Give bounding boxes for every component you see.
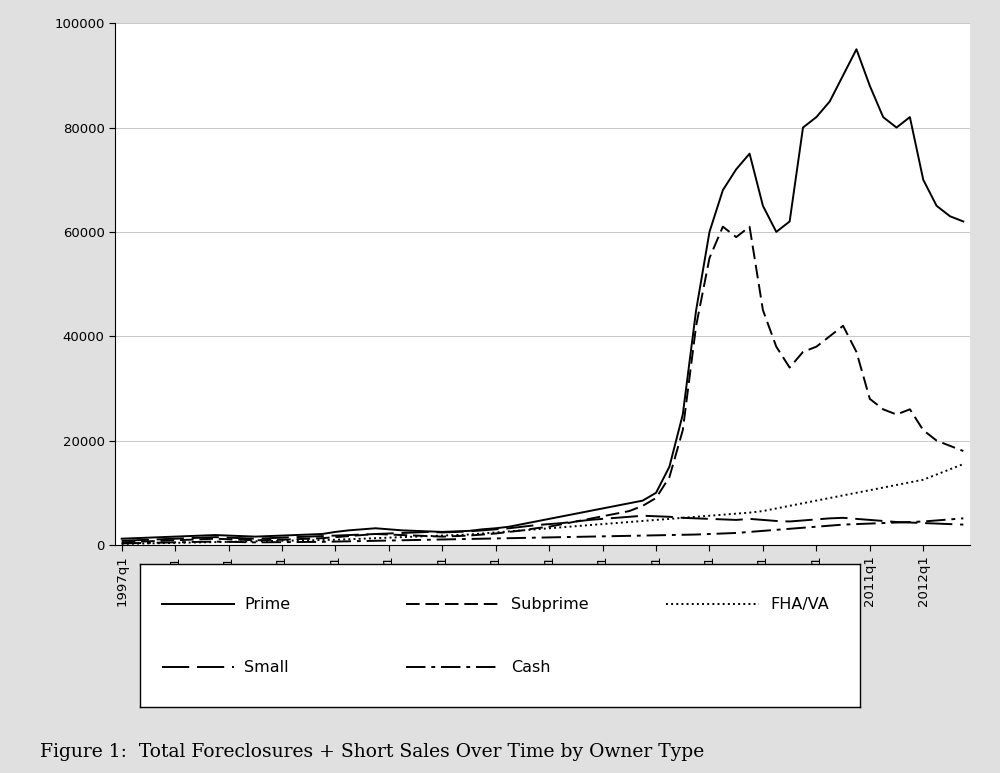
Prime	[463, 526, 475, 536]
Text: Small: Small	[244, 659, 289, 675]
Subprime	[650, 493, 662, 502]
Cash	[663, 530, 675, 540]
Small	[957, 520, 969, 530]
Subprime	[663, 472, 675, 482]
Cash	[223, 537, 235, 547]
Small	[637, 511, 649, 520]
Prime	[957, 216, 969, 226]
Prime	[583, 506, 595, 516]
Subprime	[530, 523, 542, 533]
Line: FHA/VA: FHA/VA	[122, 464, 963, 544]
Small	[530, 520, 542, 530]
Cash	[583, 532, 595, 541]
FHA/VA	[116, 540, 128, 549]
Prime	[530, 517, 542, 526]
Prime	[223, 531, 235, 540]
Cash	[116, 539, 128, 548]
Cash	[463, 534, 475, 543]
Small	[583, 516, 595, 525]
Cash	[957, 514, 969, 523]
Subprime	[717, 222, 729, 231]
Subprime	[583, 514, 595, 523]
Subprime	[957, 446, 969, 455]
Small	[663, 512, 675, 522]
FHA/VA	[663, 514, 675, 523]
Text: Cash: Cash	[511, 659, 550, 675]
Line: Subprime: Subprime	[122, 226, 963, 543]
Subprime	[116, 538, 128, 547]
FHA/VA	[463, 530, 475, 540]
Cash	[530, 533, 542, 543]
Line: Cash: Cash	[122, 519, 963, 543]
Line: Small: Small	[122, 516, 963, 541]
Prime	[663, 462, 675, 472]
Subprime	[463, 531, 475, 540]
Prime	[650, 489, 662, 498]
Subprime	[223, 535, 235, 544]
Line: Prime: Prime	[122, 49, 963, 539]
Small	[677, 513, 689, 523]
FHA/VA	[223, 537, 235, 547]
Prime	[116, 534, 128, 543]
Small	[116, 536, 128, 546]
FHA/VA	[650, 516, 662, 525]
Text: Prime: Prime	[244, 597, 291, 612]
FHA/VA	[957, 459, 969, 468]
Text: Figure 1:  Total Foreclosures + Short Sales Over Time by Owner Type: Figure 1: Total Foreclosures + Short Sal…	[40, 744, 704, 761]
Prime	[850, 45, 862, 54]
Small	[223, 533, 235, 543]
FHA/VA	[583, 520, 595, 530]
Text: Subprime: Subprime	[511, 597, 588, 612]
FHA/VA	[530, 525, 542, 534]
Small	[463, 526, 475, 536]
Cash	[650, 531, 662, 540]
Text: FHA/VA: FHA/VA	[770, 597, 829, 612]
